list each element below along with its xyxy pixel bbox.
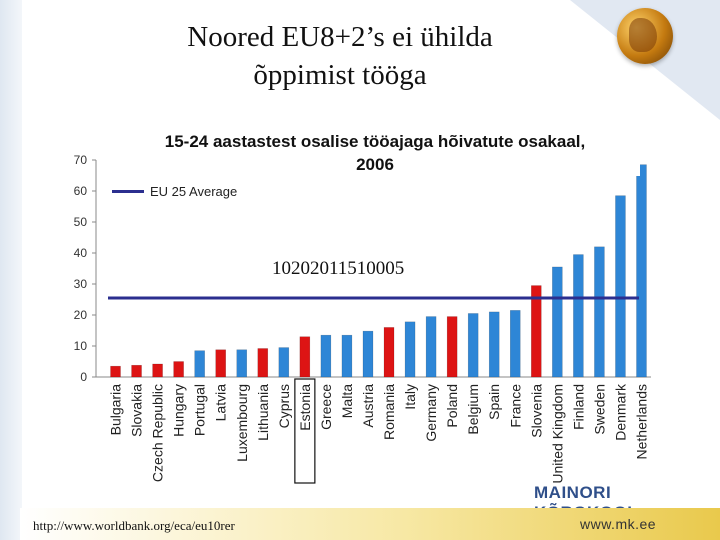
- x-tick-label: Romania: [381, 384, 397, 440]
- x-tick-label: Austria: [360, 384, 376, 428]
- y-tick-label: 50: [74, 215, 88, 229]
- bar: [362, 330, 374, 378]
- bar: [404, 321, 416, 378]
- chart-title-line1: 15-24 aastastest osalise tööajaga hõivat…: [164, 132, 586, 151]
- x-tick-label: Czech Republic: [150, 384, 166, 482]
- bar: [173, 361, 184, 378]
- bar: [194, 350, 205, 378]
- x-tick-label: Bulgaria: [108, 384, 124, 436]
- y-tick-label: 60: [74, 184, 88, 198]
- x-tick-label: Malta: [339, 384, 355, 418]
- bar: [383, 327, 395, 378]
- bar: [152, 363, 163, 378]
- bar: [615, 195, 626, 378]
- y-tick-label: 30: [74, 277, 88, 291]
- y-tick-label: 10: [74, 339, 88, 353]
- slide-title-line1: Noored EU8+2’s ei ühilda: [187, 21, 493, 53]
- highlight-box: [294, 378, 316, 484]
- y-tick-label: 20: [74, 308, 88, 322]
- bar: [531, 285, 542, 378]
- legend-line-swatch: [112, 190, 144, 193]
- chart-legend: EU 25 Average: [112, 184, 237, 199]
- x-tick-label: Sweden: [591, 384, 607, 435]
- x-tick-label: Finland: [570, 384, 586, 430]
- bar: [236, 349, 247, 378]
- y-tick-label: 40: [74, 246, 88, 260]
- bar: [215, 349, 226, 378]
- bar: [257, 348, 269, 378]
- x-tick-label: Spain: [486, 384, 502, 420]
- x-tick-label: Estonia: [297, 384, 313, 431]
- bar: [278, 347, 290, 378]
- x-tick-label: Belgium: [465, 384, 481, 435]
- bar: [110, 365, 121, 378]
- slide-title: Noored EU8+2’s ei ühilda õppimist tööga: [140, 18, 540, 94]
- bar: [320, 334, 332, 378]
- bar-chart: 0 10 20 30 40 50 60 70 Bulgaria Slovakia Czech Re…: [66, 145, 656, 490]
- x-tick-label: United Kingdom: [549, 384, 565, 484]
- website-link: www.mk.ee: [580, 516, 657, 532]
- footer-bar: [20, 508, 720, 540]
- chart-title: 15-24 aastastest osalise tööajaga hõivat…: [110, 130, 640, 176]
- chart-area: 0 10 20 30 40 50 60 70 Bulgaria Slovakia Czech Re…: [66, 145, 656, 495]
- source-url: http://www.worldbank.org/eca/eu10rer: [33, 518, 235, 533]
- y-tick-label: 70: [74, 153, 88, 167]
- y-tick-label: 0: [80, 370, 87, 384]
- overlay-number: 10202011510005: [272, 258, 405, 279]
- x-tick-label: Latvia: [213, 384, 229, 422]
- bar: [552, 266, 563, 378]
- x-tick-label: Slovakia: [129, 384, 145, 437]
- x-tick-label: Italy: [402, 384, 418, 410]
- x-tick-label: Hungary: [171, 384, 187, 437]
- bar: [510, 310, 521, 378]
- bar: [636, 164, 647, 378]
- x-tick-label: Portugal: [192, 384, 208, 436]
- bar: [299, 336, 311, 378]
- chart-title-line2: 2006: [356, 155, 394, 174]
- x-tick-label: Greece: [318, 384, 334, 430]
- bar: [488, 311, 500, 378]
- legend-label: EU 25 Average: [150, 184, 238, 199]
- x-tick-label: Denmark: [612, 383, 628, 441]
- bar: [341, 334, 353, 378]
- bar: [446, 316, 458, 378]
- left-decor-band: [0, 0, 22, 540]
- bar: [467, 313, 479, 378]
- x-tick-label: France: [507, 384, 523, 428]
- bar: [594, 246, 605, 378]
- x-tick-label: Luxembourg: [234, 384, 250, 462]
- slide-title-line2: õppimist tööga: [253, 59, 427, 91]
- bar: [131, 364, 142, 378]
- x-tick-label: Poland: [444, 384, 460, 428]
- x-tick-label: Slovenia: [528, 384, 544, 438]
- x-tick-label: Germany: [423, 384, 439, 442]
- x-tick-label: Netherlands: [633, 384, 649, 460]
- globe-logo-icon: [617, 8, 673, 64]
- bar: [425, 316, 437, 378]
- x-tick-label: Lithuania: [255, 384, 271, 441]
- bar: [573, 254, 584, 378]
- x-tick-label: Cyprus: [276, 384, 292, 428]
